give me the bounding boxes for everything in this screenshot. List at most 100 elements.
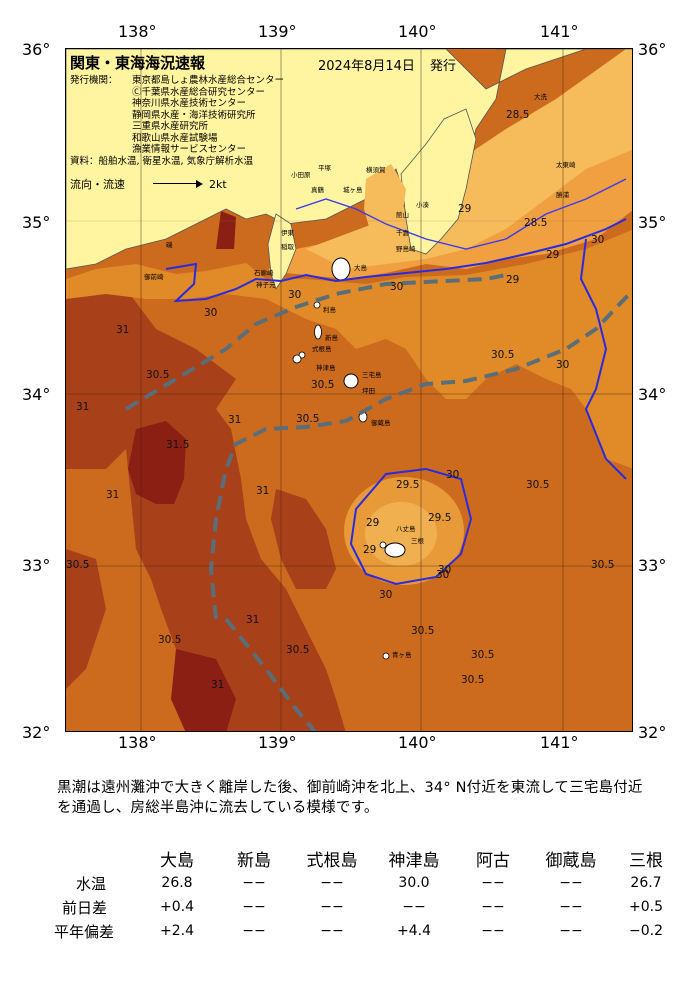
table-cell: 26.7 — [630, 875, 662, 891]
place-kozushima: 神津島 — [316, 364, 336, 372]
col-header: 式根島 — [306, 850, 358, 871]
place-toshima: 利島 — [323, 306, 336, 314]
island-aogashima — [382, 652, 390, 660]
isotherm-label: 30 — [204, 307, 218, 319]
lon-tick-141: 141° — [540, 22, 579, 41]
table-cell: −− — [559, 899, 583, 915]
isotherm-30-line — [165, 218, 627, 480]
isotherm-label: 30.5 — [146, 369, 170, 381]
isotherm-label: 29 — [363, 544, 377, 556]
table-cell: −− — [559, 875, 583, 891]
place-hiratsuka: 平塚 — [318, 164, 331, 172]
place-inatori: 稲取 — [281, 243, 294, 251]
table-cell: −− — [481, 899, 505, 915]
table-cell: −− — [481, 923, 505, 939]
isotherm-label: 30 — [556, 359, 570, 371]
table-cell: −− — [242, 923, 266, 939]
island-toshima — [313, 301, 321, 309]
sea-31-5-region — [128, 421, 186, 504]
isotherm-label: 31 — [76, 401, 90, 413]
isotherm-label: 29 — [546, 249, 560, 261]
sst-map[interactable]: 関東・東海海況速報 2024年8月14日 発行 発行機関： 東京都島しょ農林水産総… — [65, 48, 633, 732]
sea-29-ring — [365, 502, 437, 566]
island-hachijo — [384, 542, 406, 558]
place-tateyama: 館山 — [396, 211, 409, 219]
island-hachijo-kojima — [379, 541, 387, 549]
isotherm-label: 29.5 — [396, 479, 420, 491]
row-label: 平年偏差 — [54, 922, 115, 941]
isotherm-30-hachijo — [349, 467, 473, 586]
col-header: 御蔵島 — [545, 850, 597, 871]
publisher-2: 神奈川県水産技術センター — [132, 98, 247, 109]
island-oshima — [331, 257, 351, 281]
land-boso — [400, 108, 477, 255]
isotherm-label: 30.5 — [491, 349, 515, 361]
isotherm-label: 31 — [228, 414, 242, 426]
isotherm-label: 30.5 — [411, 625, 435, 637]
isotherm-label: 29 — [458, 203, 472, 215]
place-niijima: 新島 — [325, 334, 338, 342]
publisher-key: 発行機関： — [70, 75, 118, 86]
place-nojima: 野島崎 — [396, 245, 416, 253]
kuroshio-axis — [124, 273, 632, 731]
table-cell: +0.4 — [160, 899, 194, 915]
publisher-5: 和歌山県水産試験場 — [132, 132, 218, 144]
isotherm-label: 30 — [446, 469, 460, 481]
place-mikomoto: 神子元 — [256, 281, 276, 289]
place-odawara: 小田原 — [291, 171, 311, 179]
kuroshio-summary: 黒潮は遠州灘沖で大きく離岸した後、御前崎沖を北上、34° N付近を東流して三宅島… — [57, 780, 643, 816]
row-label: 水温 — [76, 874, 107, 893]
isotherm-label: 30.5 — [311, 379, 335, 391]
lon-tick-138-bottom: 138° — [118, 733, 157, 752]
isotherm-label: 30 — [438, 564, 452, 576]
col-header: 大島 — [160, 850, 194, 871]
table-row: 平年偏差 +2.4 −− −− +4.4 −− −− −0.2 — [48, 919, 678, 943]
lat-tick-35: 35° — [22, 213, 51, 232]
place-shimoda: 石廊崎 — [254, 269, 274, 277]
flow-legend-value: 2kt — [209, 177, 227, 191]
isotherm-label: 28.5 — [524, 217, 548, 229]
publisher-4: 三重県水産研究所 — [132, 121, 209, 132]
table-corner — [48, 845, 140, 871]
isotherm-label: 29 — [366, 517, 380, 529]
publisher-1: Ⓒ千葉県水産総合研究センター — [132, 86, 266, 98]
isotherm-label: 30.5 — [286, 644, 310, 656]
sea-31-region-c — [271, 489, 336, 589]
sea-30-region — [66, 229, 632, 469]
lat-tick-36: 36° — [22, 40, 51, 59]
lat-tick-36-right: 36° — [638, 40, 667, 59]
sst-map-canvas — [66, 49, 632, 731]
issue-date: 2024年8月14日 — [318, 59, 415, 74]
col-header: 新島 — [237, 850, 271, 871]
data-source-key: 資料： — [70, 155, 99, 167]
table-cell: 30.0 — [398, 875, 430, 891]
data-source-0: 船舶水温, 衛星水温, 気象庁解析水温 — [98, 155, 254, 167]
lat-tick-35-right: 35° — [638, 213, 667, 232]
table-cell: 26.8 — [161, 875, 193, 891]
place-iso: 磯 — [166, 241, 173, 249]
table-cell: −− — [242, 899, 266, 915]
lon-tick-141-bottom: 141° — [540, 733, 579, 752]
place-katsuura: 勝浦 — [556, 191, 569, 199]
major-grid — [66, 49, 632, 731]
col-header: 神津島 — [388, 850, 440, 871]
table-cell: +2.4 — [160, 923, 194, 939]
table-cell: −0.2 — [629, 923, 663, 939]
lat-tick-34: 34° — [22, 385, 51, 404]
lat-tick-34-right: 34° — [638, 385, 667, 404]
table-cell: −− — [559, 923, 583, 939]
isotherm-label: 31 — [106, 489, 120, 501]
isotherm-label: 30.5 — [461, 674, 485, 686]
place-tsubota: 坪田 — [362, 387, 375, 395]
sea-31-5-region-c — [216, 211, 236, 249]
place-jogashima: 城ヶ島 — [343, 186, 363, 194]
issue-label: 発行 — [430, 59, 457, 74]
isotherm-label: 30.5 — [591, 559, 615, 571]
table-cell: −− — [481, 875, 505, 891]
isotherm-label: 28.5 — [506, 109, 530, 121]
lon-tick-139-bottom: 139° — [258, 733, 297, 752]
isotherm-label: 31.5 — [166, 439, 190, 451]
table-row: 前日差 +0.4 −− −− −− −− −− +0.5 — [48, 895, 678, 919]
place-oshima: 大島 — [354, 264, 367, 272]
isotherm-label: 30.5 — [296, 413, 320, 425]
